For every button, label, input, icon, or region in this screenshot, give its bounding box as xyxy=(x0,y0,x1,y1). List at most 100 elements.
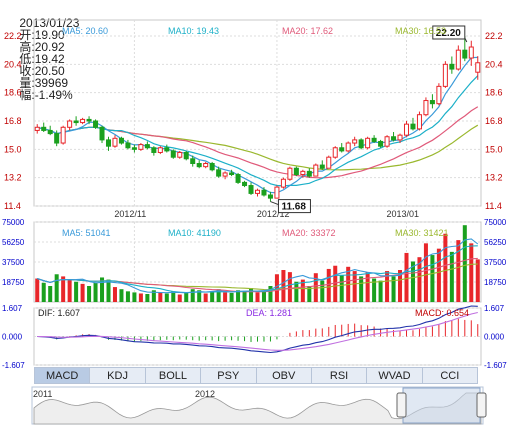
low-value: 19.42 xyxy=(34,52,65,66)
volume-bar-down xyxy=(106,279,111,302)
volume-bar-down xyxy=(93,282,98,302)
candle-up xyxy=(177,151,183,158)
candle-down xyxy=(391,136,397,141)
volume-bar-up xyxy=(203,293,208,302)
candle-down xyxy=(196,163,202,168)
volume-bar-down xyxy=(216,289,221,302)
volume-bar-up xyxy=(475,259,480,302)
candle-up xyxy=(222,172,228,177)
candle-up xyxy=(67,120,73,128)
candle-down xyxy=(73,120,79,124)
candle-up xyxy=(300,170,306,176)
candle-down xyxy=(293,167,299,176)
tab-cci[interactable]: CCI xyxy=(440,369,460,382)
macd-axis-left-label: 0.000 xyxy=(2,333,23,342)
candle-down xyxy=(125,142,131,149)
candle-down xyxy=(216,169,222,177)
volume-bar-down xyxy=(190,289,195,302)
volume-bar-down xyxy=(372,278,377,302)
volume-bar-down xyxy=(87,286,92,302)
price-axis-left-label: 18.6 xyxy=(4,88,22,98)
volume-bar-up xyxy=(112,287,117,302)
candle-up xyxy=(34,126,40,131)
candle-up xyxy=(403,123,410,136)
candle-up xyxy=(274,186,280,199)
volume-ma10-legend: MA10: 41190 xyxy=(168,228,221,238)
close-value: 20.50 xyxy=(34,64,65,78)
volume-ma20-legend: MA20: 33372 xyxy=(282,228,336,238)
candle-up xyxy=(468,46,474,59)
tab-macd[interactable]: MACD xyxy=(35,368,91,383)
candle-up xyxy=(423,100,429,116)
candle-up xyxy=(157,147,163,153)
x-axis-date-label: 2013/01 xyxy=(387,209,420,219)
volume-bar-down xyxy=(119,289,124,302)
tab-psy[interactable]: PSY xyxy=(201,368,257,383)
candle-down xyxy=(339,147,345,152)
change-label: 幅: xyxy=(19,88,35,102)
volume-bar-down xyxy=(197,290,202,302)
volume-bar-down xyxy=(307,286,312,302)
candle-down xyxy=(378,140,384,147)
tab-obv[interactable]: OBV xyxy=(257,368,312,383)
price-axis-right-label: 18.6 xyxy=(485,88,503,98)
candle-down xyxy=(41,126,47,131)
tab-wvad[interactable]: WVAD xyxy=(367,368,423,383)
volume-ma5-legend: MA5: 51041 xyxy=(62,228,111,238)
navigator-selection-window xyxy=(402,387,481,424)
candle-down xyxy=(93,120,99,128)
tab-kdj[interactable]: KDJ xyxy=(90,368,146,383)
volume-bar-down xyxy=(171,291,176,302)
candle-down xyxy=(99,126,105,141)
volume-bar-up xyxy=(80,283,85,302)
price-axis-left-label: 15.0 xyxy=(4,144,22,154)
candle-down xyxy=(267,194,273,199)
volume-bar-down xyxy=(74,281,79,302)
volume-bar-down xyxy=(261,290,266,302)
candle-up xyxy=(80,118,86,124)
candle-up xyxy=(345,142,351,152)
candle-up xyxy=(332,147,338,158)
volume-bar-up xyxy=(385,271,390,302)
volume-axis-left-label: 37500 xyxy=(2,258,25,267)
volume-bar-down xyxy=(54,274,59,302)
candle-up xyxy=(365,137,371,149)
volume-bar-down xyxy=(320,280,325,302)
navigator-left-handle[interactable] xyxy=(396,392,407,418)
volume-bar-up xyxy=(423,243,428,302)
candle-down xyxy=(144,144,150,149)
volume-bar-down xyxy=(236,290,241,302)
candle-down xyxy=(358,139,364,149)
candle-down xyxy=(105,139,112,147)
tab-boll[interactable]: BOLL xyxy=(146,368,202,383)
change-value: -1.49% xyxy=(34,88,73,102)
dea-legend: DEA: 1.281 xyxy=(246,308,293,318)
candle-up xyxy=(280,178,286,188)
x-axis-date-label: 2012/12 xyxy=(257,209,290,219)
volume-bar-down xyxy=(184,292,189,302)
macd-axis-right-label: 1.607 xyxy=(484,304,505,313)
candle-down xyxy=(261,189,267,196)
indicator-tabs: MACD KDJ BOLL PSY OBV RSI WVAD CCI xyxy=(34,367,478,384)
tab-rsi[interactable]: RSI xyxy=(312,368,368,383)
price-ma5-legend: MA5: 20.60 xyxy=(62,26,109,36)
volume-bar-down xyxy=(430,255,435,302)
candle-down xyxy=(410,123,416,130)
volume-bar-down xyxy=(359,276,364,302)
price-ma20-legend: MA20: 17.62 xyxy=(282,26,334,36)
volume-bar-down xyxy=(125,291,130,302)
volume-bar-down xyxy=(242,291,247,302)
volume-axis-left-label: 56250 xyxy=(2,238,25,247)
volume-bar-up xyxy=(333,265,338,302)
low-annotation-box xyxy=(277,199,311,214)
volume-bar-up xyxy=(456,240,461,302)
volume-bar-down xyxy=(48,286,53,302)
candle-down xyxy=(118,137,124,144)
dif-line xyxy=(37,305,478,354)
volume-ma5-line xyxy=(37,238,479,294)
volume-bar-up xyxy=(404,252,409,302)
volume-axis-right-label: 56250 xyxy=(484,238,507,247)
navigator-right-handle[interactable] xyxy=(476,392,487,418)
